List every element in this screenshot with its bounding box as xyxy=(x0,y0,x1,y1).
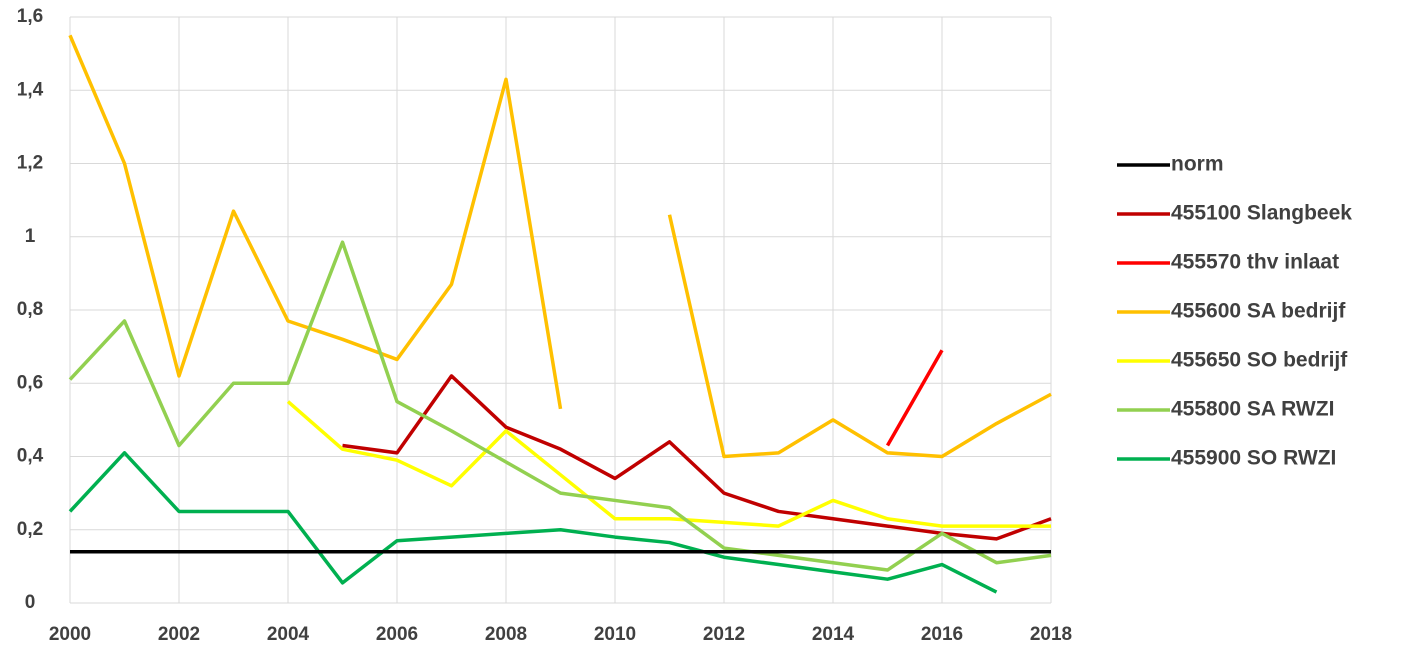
y-tick-label: 0,4 xyxy=(17,446,44,467)
y-tick-label: 0 xyxy=(25,592,36,613)
legend-label: 455570 thv inlaat xyxy=(1171,251,1339,274)
series-line xyxy=(342,374,1052,541)
x-tick-label: 2016 xyxy=(921,624,963,645)
x-tick-label: 2000 xyxy=(49,624,91,645)
legend-label: 455650 SO bedrijf xyxy=(1171,349,1348,372)
y-tick-label: 1,2 xyxy=(17,153,43,174)
x-tick-label: 2006 xyxy=(376,624,418,645)
legend-label: norm xyxy=(1171,153,1224,176)
x-tick-label: 2010 xyxy=(594,624,636,645)
y-tick-label: 0,8 xyxy=(17,299,43,320)
legend-label: 455600 SA bedrijf xyxy=(1171,300,1346,323)
series-line xyxy=(286,400,1051,528)
x-tick-label: 2004 xyxy=(267,624,310,645)
x-tick-label: 2018 xyxy=(1030,624,1072,645)
series-line xyxy=(885,349,944,447)
x-tick-label: 2014 xyxy=(812,624,855,645)
series-line xyxy=(68,451,998,594)
legend-label: 455900 SO RWZI xyxy=(1171,447,1336,470)
y-tick-label: 1 xyxy=(25,226,36,247)
y-tick-label: 1,4 xyxy=(17,79,44,100)
y-tick-label: 0,2 xyxy=(17,519,43,540)
x-tick-label: 2008 xyxy=(485,624,527,645)
x-tick-label: 2012 xyxy=(703,624,745,645)
legend-label: 455800 SA RWZI xyxy=(1171,398,1334,421)
series-line xyxy=(68,240,1052,572)
series-line xyxy=(68,34,1052,459)
y-tick-label: 1,6 xyxy=(17,6,43,27)
y-tick-label: 0,6 xyxy=(17,372,43,393)
x-tick-label: 2002 xyxy=(158,624,200,645)
legend-label: 455100 Slangbeek xyxy=(1171,202,1352,225)
